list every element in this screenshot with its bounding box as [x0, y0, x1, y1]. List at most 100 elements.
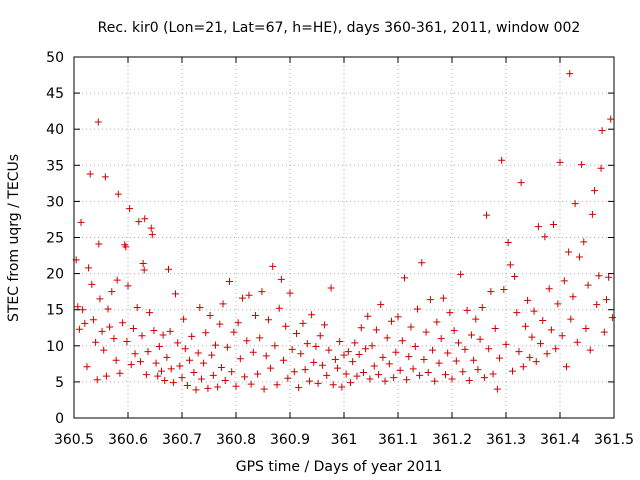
data-point — [256, 334, 264, 342]
data-point — [550, 221, 558, 229]
data-point — [558, 332, 566, 340]
data-point — [258, 288, 266, 296]
data-point — [435, 359, 443, 367]
data-point — [144, 348, 152, 356]
x-tick-label: 361 — [331, 432, 358, 448]
data-point — [349, 358, 357, 366]
data-point — [442, 371, 450, 379]
data-point — [530, 307, 538, 315]
x-tick-label: 360.5 — [54, 432, 94, 448]
data-point — [267, 364, 275, 372]
data-point — [506, 261, 514, 269]
data-point — [312, 343, 320, 351]
data-point — [519, 363, 527, 371]
data-point — [116, 369, 124, 377]
chart-title: Rec. kir0 (Lon=21, Lat=67, h=HE), days 3… — [98, 20, 581, 36]
data-point — [480, 374, 488, 382]
grid — [74, 57, 614, 418]
data-point — [186, 356, 194, 364]
data-point — [573, 338, 581, 346]
data-point — [368, 342, 376, 350]
data-point — [593, 301, 601, 309]
data-point — [196, 304, 204, 312]
data-point — [297, 350, 305, 358]
data-point — [608, 314, 616, 322]
data-point — [375, 371, 383, 379]
data-point — [362, 345, 370, 353]
data-point — [221, 376, 229, 384]
x-tick-label: 361.5 — [594, 432, 634, 448]
data-point — [355, 350, 363, 358]
data-point — [131, 350, 139, 358]
data-point — [228, 368, 236, 376]
data-point — [277, 275, 285, 283]
data-point — [400, 274, 408, 282]
data-point — [575, 253, 583, 261]
x-axis-label: GPS time / Days of year 2011 — [236, 459, 443, 475]
data-point — [112, 356, 120, 364]
data-point — [232, 382, 240, 390]
data-point — [584, 281, 592, 289]
data-point — [269, 262, 277, 270]
x-tick-label: 360.6 — [108, 432, 148, 448]
data-point — [114, 190, 122, 198]
data-point — [426, 296, 434, 304]
y-tick-label: 20 — [46, 267, 64, 283]
data-point — [166, 327, 174, 335]
data-point — [197, 375, 205, 383]
data-point — [383, 334, 391, 342]
data-point — [113, 276, 121, 284]
data-point — [140, 266, 148, 274]
data-point — [359, 369, 367, 377]
data-point — [136, 358, 144, 366]
data-point — [209, 371, 217, 379]
data-point — [437, 335, 445, 343]
data-point — [161, 376, 169, 384]
data-point — [157, 367, 165, 375]
data-point — [295, 384, 303, 392]
data-point — [234, 319, 242, 327]
data-point — [331, 356, 339, 364]
data-point — [537, 340, 545, 348]
data-point — [310, 358, 318, 366]
data-point — [148, 231, 156, 239]
data-point — [169, 379, 177, 387]
data-point — [138, 332, 146, 340]
data-point — [478, 304, 486, 312]
data-point — [461, 345, 469, 353]
data-point — [457, 270, 465, 278]
data-point — [159, 331, 167, 339]
data-points — [72, 70, 616, 394]
data-point — [485, 345, 493, 353]
data-point — [323, 371, 331, 379]
data-point — [308, 311, 316, 319]
data-point — [106, 323, 114, 331]
data-point — [560, 277, 568, 285]
x-axis-tick-labels: 360.5 360.6 360.7 360.8 360.9 361 361.1 361.2 36… — [54, 432, 634, 448]
data-point — [472, 315, 480, 323]
data-point — [172, 290, 180, 298]
data-point — [122, 243, 130, 251]
data-point — [411, 343, 419, 351]
data-point — [521, 322, 529, 330]
data-point — [241, 373, 249, 381]
data-point — [75, 325, 83, 333]
data-point — [180, 315, 188, 323]
data-point — [515, 348, 523, 356]
data-point — [238, 294, 246, 302]
data-point — [543, 350, 551, 358]
data-point — [433, 318, 441, 326]
data-point — [208, 351, 216, 359]
y-tick-label: 35 — [46, 158, 64, 174]
data-point — [459, 368, 467, 376]
data-point — [202, 329, 210, 337]
data-point — [165, 265, 172, 273]
data-point — [243, 337, 251, 345]
data-point — [286, 289, 294, 297]
data-point — [178, 374, 186, 382]
data-point — [353, 372, 361, 380]
x-tick-label: 360.7 — [162, 432, 202, 448]
data-point — [325, 346, 333, 354]
data-point — [85, 264, 93, 272]
